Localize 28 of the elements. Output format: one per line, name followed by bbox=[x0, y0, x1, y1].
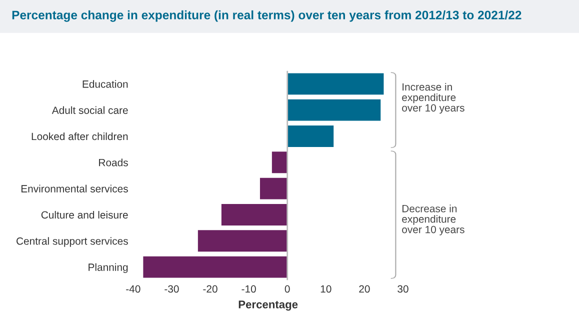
x-tick-label: 0 bbox=[284, 285, 290, 293]
annotation: Increase in expenditure over 10 years bbox=[402, 82, 464, 114]
x-tick-label: 20 bbox=[359, 285, 370, 293]
bar bbox=[260, 178, 288, 200]
bar bbox=[221, 204, 288, 226]
x-tick-label: -10 bbox=[242, 285, 256, 293]
x-tick-label: 30 bbox=[398, 285, 408, 293]
bar bbox=[287, 99, 381, 121]
y-tick-label: Environmental services bbox=[21, 184, 128, 192]
y-tick-label: Adult social care bbox=[52, 106, 128, 114]
bar bbox=[272, 152, 288, 174]
annotation: Decrease in expenditure over 10 years bbox=[402, 204, 464, 236]
x-tick-label: 10 bbox=[320, 285, 332, 293]
x-tick-label: -40 bbox=[126, 285, 140, 293]
y-tick-label: Roads bbox=[99, 158, 128, 166]
y-tick-label: Education bbox=[82, 80, 128, 88]
bar bbox=[143, 256, 288, 278]
bar bbox=[198, 230, 288, 252]
chart-title: Percentage change in expenditure (in real terms) over ten years from 2012/13 to 2021/22 bbox=[12, 10, 522, 22]
x-tick-label: -30 bbox=[164, 285, 179, 293]
bar bbox=[287, 73, 384, 95]
x-tick-label: -20 bbox=[203, 285, 218, 293]
y-tick-label: Culture and leisure bbox=[41, 210, 128, 219]
y-tick-label: Looked after children bbox=[32, 132, 128, 140]
y-tick-label: Central support services bbox=[16, 237, 128, 247]
bar bbox=[287, 126, 334, 147]
y-tick-label: Planning bbox=[88, 263, 128, 273]
x-axis-title: Percentage bbox=[238, 300, 298, 311]
